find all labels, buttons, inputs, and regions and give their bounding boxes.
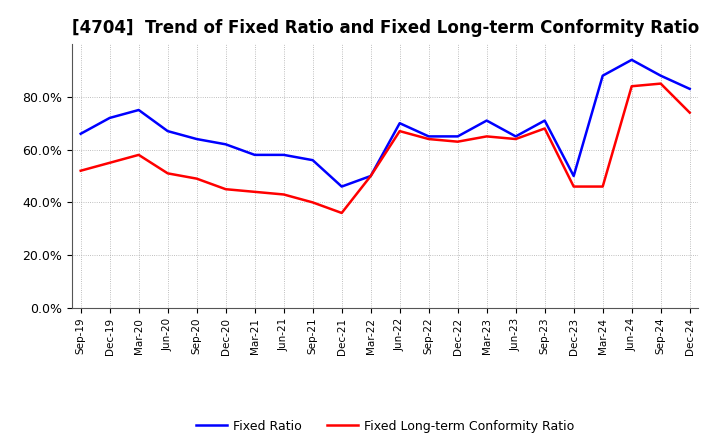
Fixed Ratio: [105, 115, 114, 121]
Fixed Ratio: [454, 134, 462, 139]
Fixed Long-term Conformity Ratio: [338, 210, 346, 216]
Fixed Long-term Conformity Ratio: [598, 184, 607, 189]
Fixed Ratio: [570, 173, 578, 179]
Fixed Long-term Conformity Ratio: [76, 168, 85, 173]
Fixed Ratio: [541, 118, 549, 123]
Line: Fixed Long-term Conformity Ratio: Fixed Long-term Conformity Ratio: [81, 84, 690, 213]
Fixed Ratio: [135, 107, 143, 113]
Legend: Fixed Ratio, Fixed Long-term Conformity Ratio: Fixed Ratio, Fixed Long-term Conformity …: [191, 414, 580, 437]
Fixed Long-term Conformity Ratio: [627, 84, 636, 89]
Fixed Long-term Conformity Ratio: [570, 184, 578, 189]
Fixed Ratio: [395, 121, 404, 126]
Fixed Ratio: [424, 134, 433, 139]
Fixed Long-term Conformity Ratio: [279, 192, 288, 197]
Fixed Ratio: [482, 118, 491, 123]
Title: [4704]  Trend of Fixed Ratio and Fixed Long-term Conformity Ratio: [4704] Trend of Fixed Ratio and Fixed Lo…: [71, 19, 699, 37]
Fixed Ratio: [598, 73, 607, 78]
Fixed Ratio: [657, 73, 665, 78]
Fixed Long-term Conformity Ratio: [454, 139, 462, 144]
Fixed Long-term Conformity Ratio: [251, 189, 259, 194]
Fixed Ratio: [251, 152, 259, 158]
Fixed Long-term Conformity Ratio: [395, 128, 404, 134]
Fixed Ratio: [685, 86, 694, 92]
Fixed Long-term Conformity Ratio: [424, 136, 433, 142]
Fixed Long-term Conformity Ratio: [192, 176, 201, 181]
Fixed Ratio: [366, 173, 375, 179]
Fixed Ratio: [163, 128, 172, 134]
Fixed Long-term Conformity Ratio: [221, 187, 230, 192]
Fixed Ratio: [338, 184, 346, 189]
Fixed Long-term Conformity Ratio: [163, 171, 172, 176]
Fixed Long-term Conformity Ratio: [105, 160, 114, 165]
Fixed Ratio: [221, 142, 230, 147]
Fixed Ratio: [308, 158, 317, 163]
Fixed Ratio: [511, 134, 520, 139]
Line: Fixed Ratio: Fixed Ratio: [81, 60, 690, 187]
Fixed Ratio: [76, 131, 85, 136]
Fixed Long-term Conformity Ratio: [511, 136, 520, 142]
Fixed Long-term Conformity Ratio: [685, 110, 694, 115]
Fixed Ratio: [279, 152, 288, 158]
Fixed Long-term Conformity Ratio: [657, 81, 665, 86]
Fixed Ratio: [627, 57, 636, 62]
Fixed Long-term Conformity Ratio: [135, 152, 143, 158]
Fixed Long-term Conformity Ratio: [366, 173, 375, 179]
Fixed Long-term Conformity Ratio: [482, 134, 491, 139]
Fixed Ratio: [192, 136, 201, 142]
Fixed Long-term Conformity Ratio: [541, 126, 549, 131]
Fixed Long-term Conformity Ratio: [308, 200, 317, 205]
